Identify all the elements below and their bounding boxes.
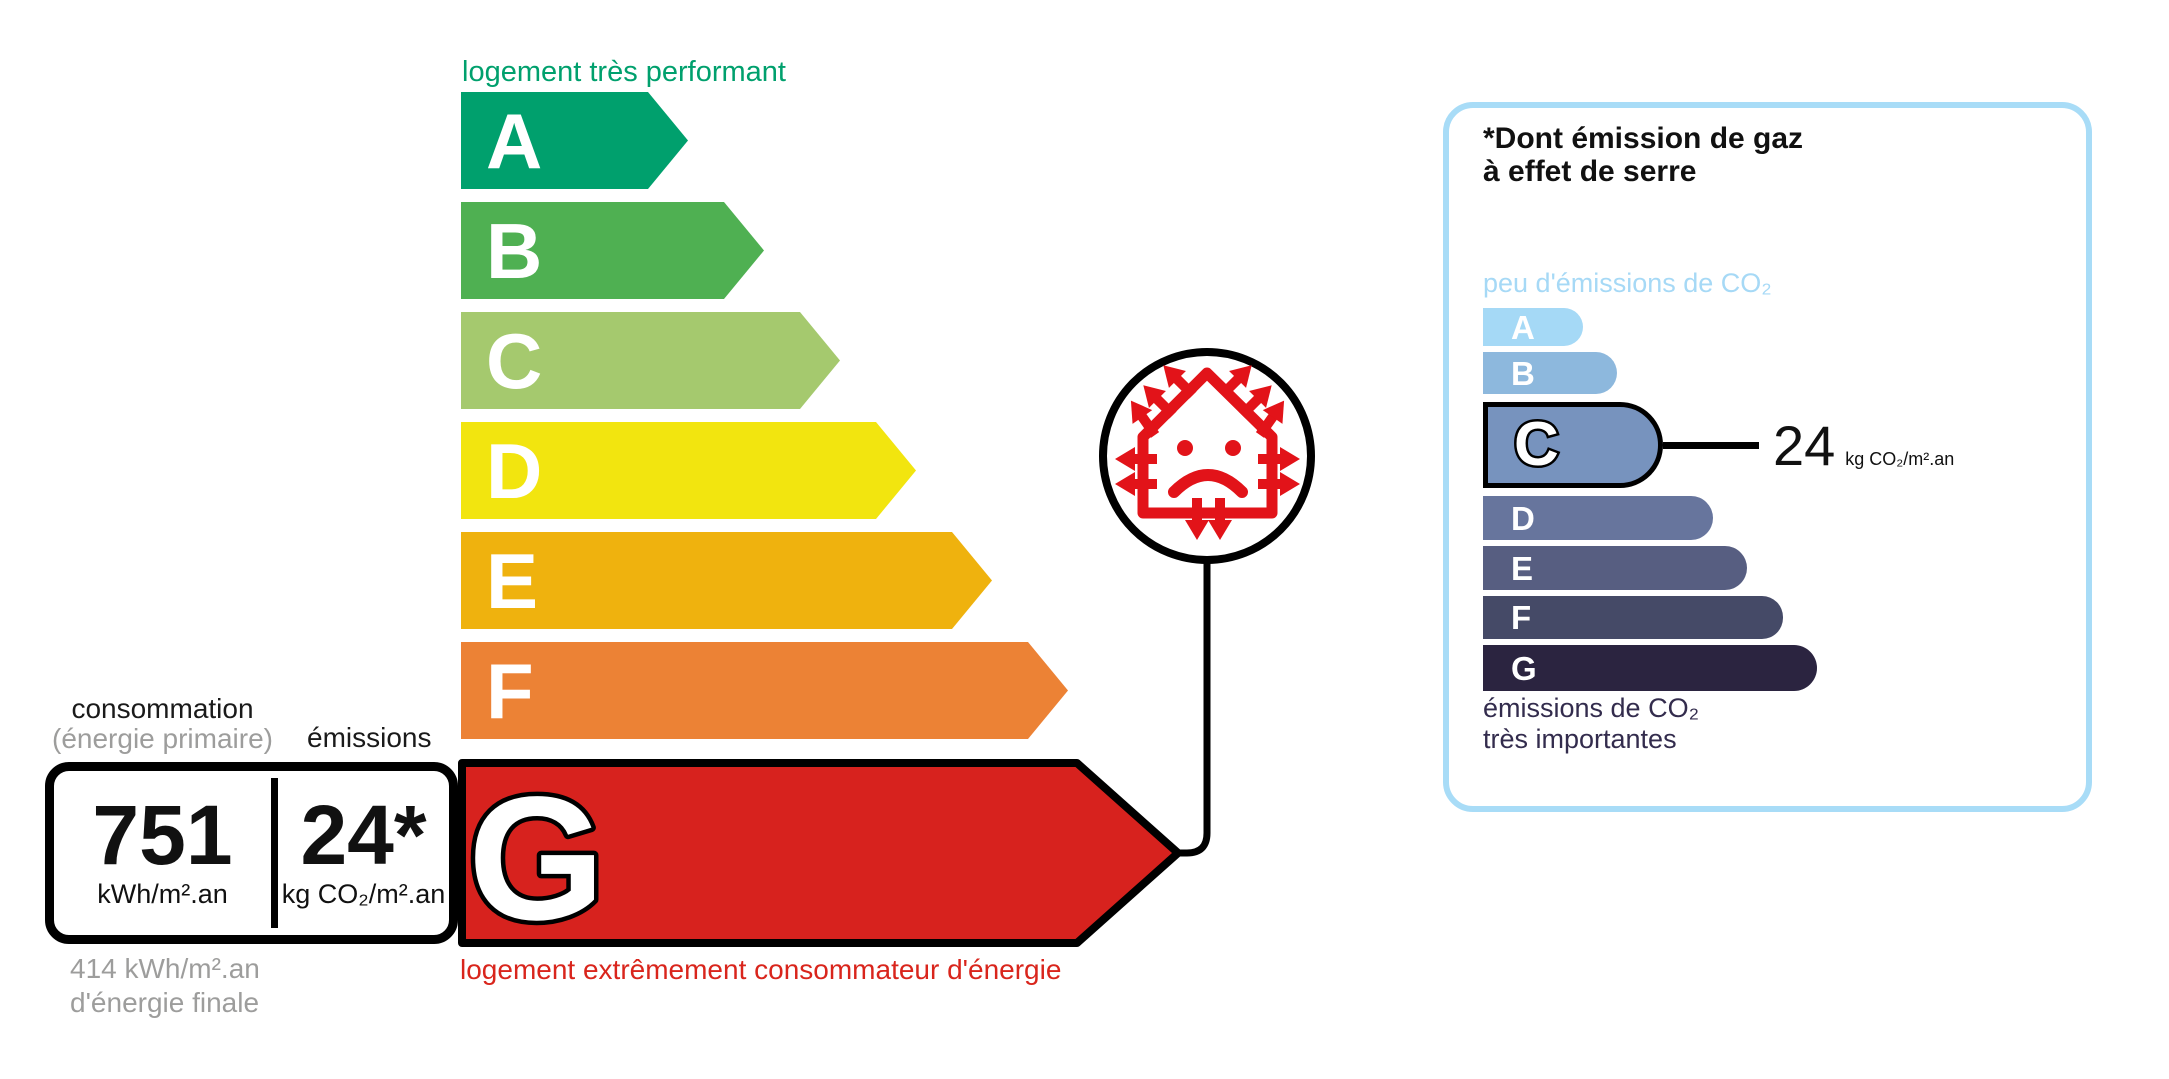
energy-class-letter-d: D	[486, 426, 543, 515]
co2-class-bar-f: F	[1483, 596, 1783, 639]
energy-class-arrow-b: B	[461, 202, 764, 299]
co2-high-caption: émissions de CO₂ très importantes	[1483, 693, 1699, 755]
co2-class-bar-d: D	[1483, 496, 1713, 540]
consumption-unit: kWh/m².an	[97, 879, 228, 910]
co2-value-unit: kg CO₂/m².an	[1845, 448, 1955, 469]
co2-class-letter-d: D	[1511, 499, 1535, 537]
energy-class-arrow-a: A	[461, 92, 688, 189]
emissions-value: 24*	[300, 787, 427, 882]
co2-class-bar-b: B	[1483, 352, 1617, 394]
final-energy-note-line2: d'énergie finale	[70, 987, 260, 1018]
co2-class-bar-e: E	[1483, 546, 1747, 590]
co2-value-row: 24 kg CO₂/m².an	[1663, 402, 1954, 488]
energy-class-arrow-c: C	[461, 312, 840, 409]
co2-value: 24	[1773, 413, 1836, 477]
co2-panel-title: *Dont émission de gaz à effet de serre	[1483, 122, 1803, 188]
co2-class-letter-c: C	[1512, 410, 1562, 479]
emissions-label: émissions	[307, 722, 432, 753]
energy-class-arrow-f: F	[461, 642, 1068, 739]
co2-class-letter-a: A	[1511, 308, 1535, 346]
sad-house-badge	[1099, 348, 1315, 857]
values-divider	[271, 778, 278, 928]
co2-class-bar-a: A	[1483, 308, 1583, 346]
consumption-cell: 751 kWh/m².an	[54, 787, 271, 911]
co2-value-pointer-line	[1663, 441, 1759, 449]
consumption-labels: consommation (énergie primaire)	[50, 694, 275, 754]
sad-house-icon	[1115, 357, 1300, 540]
co2-high-caption-line2: très importantes	[1483, 724, 1677, 754]
final-energy-note: 414 kWh/m².an d'énergie finale	[70, 952, 260, 1020]
co2-class-letter-b: B	[1511, 354, 1535, 392]
co2-class-letter-g: G	[1511, 649, 1537, 687]
co2-low-caption: peu d'émissions de CO₂	[1483, 268, 1772, 298]
energy-class-letter-f: F	[486, 646, 534, 735]
energy-class-arrow-d: D	[461, 422, 916, 519]
co2-class-bar-c: C	[1483, 402, 1663, 488]
energy-class-arrow-e: E	[461, 532, 992, 629]
consumption-value: 751	[92, 787, 233, 882]
co2-class-bar-g: G	[1483, 645, 1817, 691]
values-box: 751 kWh/m².an 24* kg CO₂/m².an	[45, 762, 458, 944]
energy-scale-bad-caption: logement extrêmement consommateur d'éner…	[460, 954, 1062, 985]
co2-class-letter-e: E	[1511, 549, 1534, 587]
energy-scale-good-caption: logement très performant	[462, 56, 786, 88]
co2-panel-title-line1: *Dont émission de gaz	[1483, 122, 1804, 155]
energy-class-arrow-g-shape	[458, 759, 1182, 947]
connector-line	[1179, 558, 1211, 857]
co2-class-letter-f: F	[1511, 599, 1532, 636]
consumption-sublabel: (énergie primaire)	[52, 723, 273, 754]
energy-class-letter-c: C	[486, 316, 543, 405]
emissions-cell: 24* kg CO₂/m².an	[278, 787, 449, 911]
energy-class-letter-e: E	[486, 536, 539, 625]
consumption-label: consommation	[71, 693, 254, 724]
energy-class-arrow-g: G	[458, 757, 1182, 953]
emissions-unit: kg CO₂/m².an	[281, 879, 446, 910]
energy-class-letter-a: A	[486, 96, 543, 185]
co2-panel: *Dont émission de gaz à effet de serre p…	[1443, 102, 2092, 812]
co2-panel-title-line2: à effet de serre	[1483, 155, 1697, 188]
co2-high-caption-line1: émissions de CO₂	[1483, 693, 1700, 723]
energy-class-letter-g: G	[468, 761, 605, 953]
energy-class-letter-b: B	[486, 206, 543, 295]
final-energy-note-line1: 414 kWh/m².an	[70, 953, 260, 984]
